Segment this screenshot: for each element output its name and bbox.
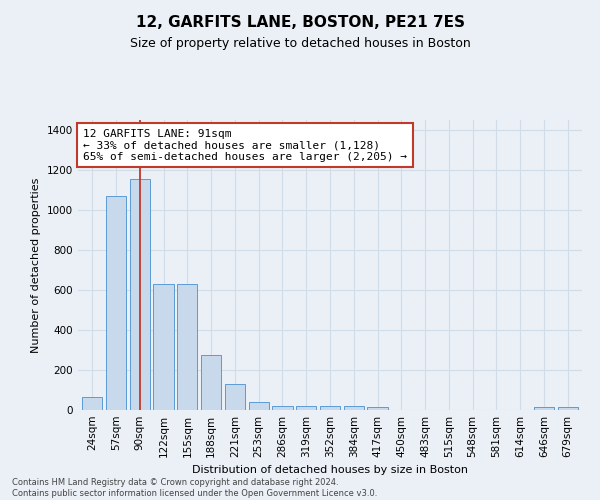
Bar: [106, 196, 126, 410]
Y-axis label: Number of detached properties: Number of detached properties: [31, 178, 41, 352]
Bar: [534, 408, 554, 410]
Text: 12 GARFITS LANE: 91sqm
← 33% of detached houses are smaller (1,128)
65% of semi-: 12 GARFITS LANE: 91sqm ← 33% of detached…: [83, 128, 407, 162]
Bar: [154, 284, 173, 410]
Text: Size of property relative to detached houses in Boston: Size of property relative to detached ho…: [130, 38, 470, 51]
Bar: [367, 408, 388, 410]
X-axis label: Distribution of detached houses by size in Boston: Distribution of detached houses by size …: [192, 466, 468, 475]
Bar: [177, 284, 197, 410]
Bar: [272, 406, 293, 410]
Bar: [320, 406, 340, 410]
Bar: [296, 406, 316, 410]
Bar: [248, 402, 269, 410]
Text: Contains HM Land Registry data © Crown copyright and database right 2024.
Contai: Contains HM Land Registry data © Crown c…: [12, 478, 377, 498]
Bar: [344, 406, 364, 410]
Text: 12, GARFITS LANE, BOSTON, PE21 7ES: 12, GARFITS LANE, BOSTON, PE21 7ES: [136, 15, 464, 30]
Bar: [130, 179, 150, 410]
Bar: [225, 384, 245, 410]
Bar: [557, 408, 578, 410]
Bar: [82, 397, 103, 410]
Bar: [201, 355, 221, 410]
